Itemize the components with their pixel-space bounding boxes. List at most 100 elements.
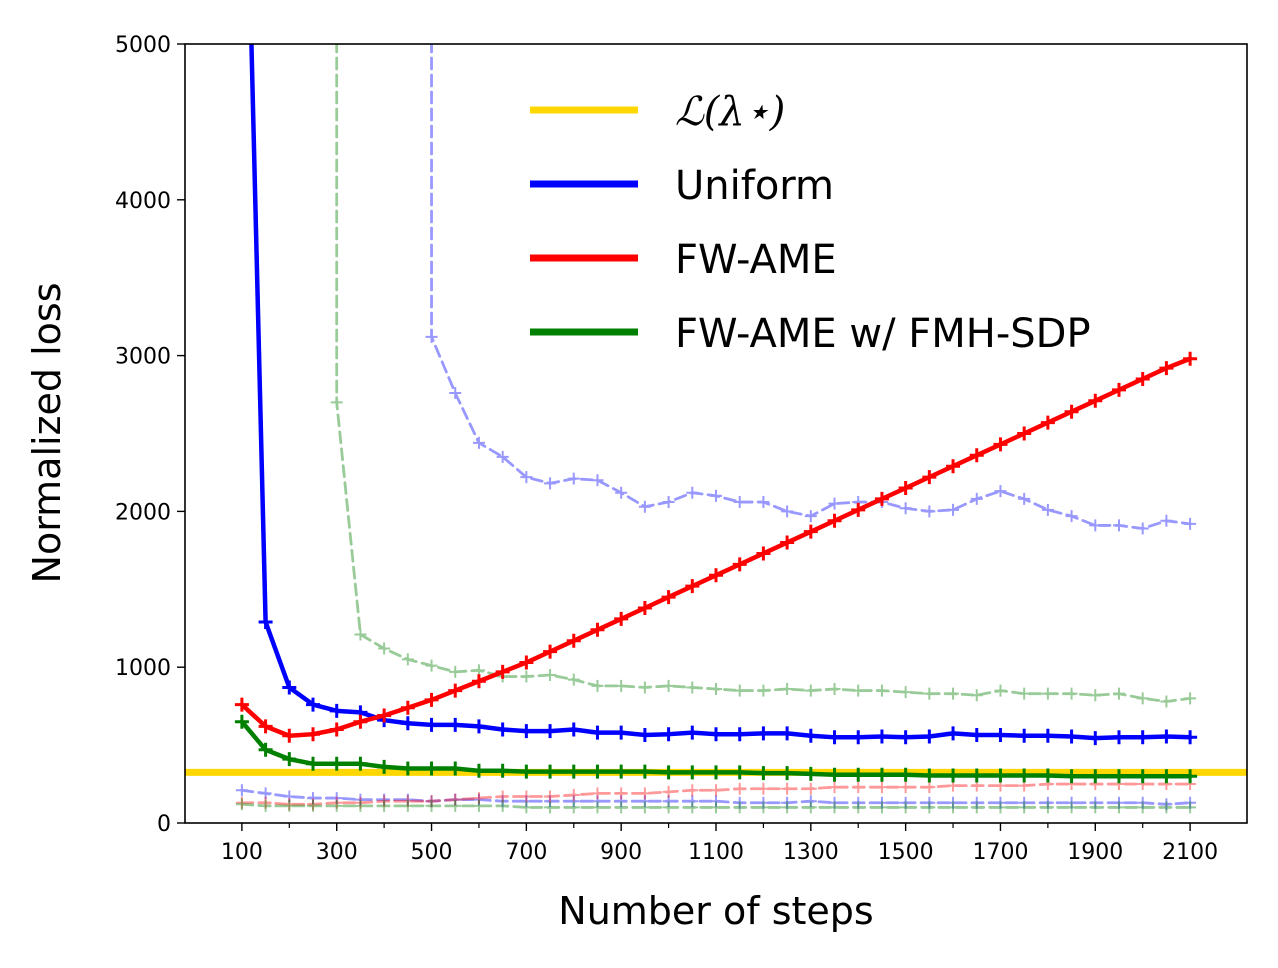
data-point xyxy=(732,727,747,742)
data-point xyxy=(993,727,1008,742)
data-point xyxy=(710,801,722,814)
data-point xyxy=(1160,514,1173,527)
data-point xyxy=(544,477,557,490)
data-point xyxy=(757,796,770,809)
data-point xyxy=(970,492,983,505)
data-point xyxy=(686,784,699,797)
data-point xyxy=(544,795,557,808)
data-point xyxy=(378,642,391,655)
data-point xyxy=(1089,801,1102,814)
data-point xyxy=(922,729,937,744)
data-point xyxy=(519,724,534,739)
series-6-band xyxy=(235,778,1197,811)
data-point xyxy=(804,795,817,808)
series-1-main xyxy=(234,351,1198,743)
data-point xyxy=(923,796,936,809)
data-point xyxy=(1018,492,1031,505)
data-point xyxy=(354,796,367,809)
data-point xyxy=(377,708,392,723)
data-point xyxy=(686,681,699,694)
data-point xyxy=(401,799,414,812)
data-point xyxy=(425,659,438,672)
data-point xyxy=(661,765,676,780)
x-axis-label: Number of steps xyxy=(558,889,873,933)
data-point xyxy=(1040,768,1055,783)
data-point xyxy=(448,683,463,698)
data-point xyxy=(827,730,842,745)
data-point xyxy=(804,684,817,697)
data-point xyxy=(472,792,485,805)
data-point xyxy=(637,727,652,742)
data-point xyxy=(851,502,866,517)
data-point xyxy=(1159,769,1174,784)
data-point xyxy=(235,784,248,797)
data-point xyxy=(307,799,320,812)
data-point xyxy=(804,782,817,795)
series-7-band xyxy=(235,798,1197,814)
data-point xyxy=(329,703,344,718)
data-point xyxy=(590,764,605,779)
data-point xyxy=(994,796,1007,809)
series-line xyxy=(240,802,1192,809)
x-tick-label: 2100 xyxy=(1162,840,1218,865)
data-point xyxy=(283,790,296,803)
data-point xyxy=(899,686,912,699)
data-point xyxy=(307,792,320,805)
data-point xyxy=(495,763,510,778)
data-point xyxy=(1136,522,1149,535)
data-point xyxy=(330,396,343,409)
data-point xyxy=(993,437,1008,452)
data-point xyxy=(874,729,889,744)
data-point xyxy=(970,801,983,814)
data-point xyxy=(803,728,818,743)
x-tick-label: 1100 xyxy=(688,840,744,865)
legend: ℒ(λ⋆) Uniform FW-AME FW-AME w/ FMH-SDP xyxy=(530,89,1091,357)
data-point xyxy=(828,497,841,510)
data-point xyxy=(686,801,699,814)
data-point xyxy=(946,768,961,783)
series-3-band xyxy=(425,44,1197,535)
data-point xyxy=(875,796,888,809)
data-point xyxy=(330,796,343,809)
data-point xyxy=(496,450,509,463)
data-point xyxy=(710,795,722,808)
data-point xyxy=(828,801,841,814)
data-point xyxy=(662,795,675,808)
data-point xyxy=(638,801,651,814)
data-point xyxy=(354,793,367,806)
data-point xyxy=(1112,796,1125,809)
data-point xyxy=(472,799,485,812)
data-point xyxy=(566,764,581,779)
data-point xyxy=(591,801,604,814)
data-point xyxy=(1135,730,1150,745)
data-point xyxy=(520,670,533,683)
data-point xyxy=(994,801,1007,814)
data-point xyxy=(424,717,439,732)
data-point xyxy=(330,799,343,812)
y-tick-label: 1000 xyxy=(115,656,171,681)
data-point xyxy=(828,683,841,696)
data-point xyxy=(378,799,391,812)
series-5-band xyxy=(235,784,1197,811)
data-point xyxy=(1065,796,1078,809)
data-point xyxy=(732,557,747,572)
y-tick-label: 3000 xyxy=(115,345,171,370)
data-point xyxy=(1064,769,1079,784)
data-point xyxy=(1183,351,1198,366)
data-point xyxy=(1018,801,1031,814)
data-point xyxy=(1184,801,1197,814)
data-point xyxy=(756,766,771,781)
data-point xyxy=(591,787,604,800)
data-point xyxy=(282,680,297,695)
data-point xyxy=(781,505,794,518)
data-point xyxy=(520,790,533,803)
data-point xyxy=(851,767,866,782)
data-point xyxy=(425,330,438,343)
data-point xyxy=(354,799,367,812)
data-point xyxy=(875,781,888,794)
data-point xyxy=(733,496,746,509)
y-tick-label: 5000 xyxy=(115,33,171,58)
data-point xyxy=(662,679,675,692)
data-point xyxy=(306,727,321,742)
data-point xyxy=(353,756,368,771)
